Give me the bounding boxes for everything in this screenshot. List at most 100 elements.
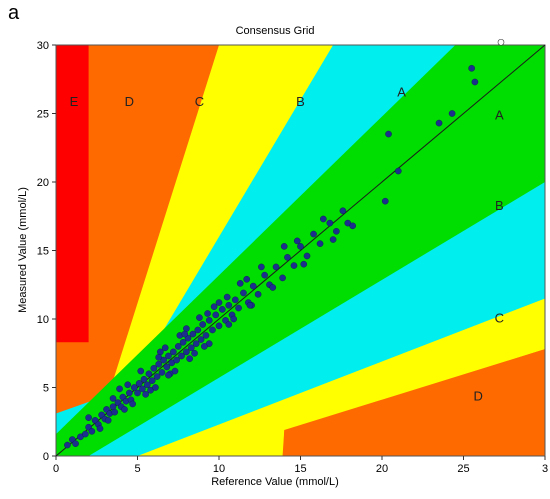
data-point [385, 130, 392, 138]
data-point [236, 280, 244, 287]
data-point [272, 263, 280, 271]
data-point [204, 310, 211, 317]
data-point [243, 275, 251, 283]
data-point [165, 352, 172, 360]
data-point [171, 367, 179, 375]
data-point [181, 330, 189, 338]
data-point [290, 262, 298, 269]
data-point [246, 301, 254, 309]
x-axis-label: Reference Value (mmol/L) [211, 476, 339, 488]
zone-label: E [70, 94, 79, 109]
data-point [223, 293, 231, 301]
data-point [137, 367, 145, 375]
data-point [284, 254, 291, 261]
data-point [225, 301, 233, 309]
data-point [183, 348, 190, 356]
data-point [209, 326, 216, 334]
zone-region [56, 45, 89, 343]
data-point [163, 363, 171, 371]
data-point [249, 282, 257, 290]
data-point [235, 304, 242, 312]
data-point [145, 370, 153, 378]
data-point [231, 296, 239, 304]
zone-label: B [495, 198, 504, 213]
y-tick-label: 30 [37, 40, 49, 52]
data-point [293, 237, 301, 245]
data-point [121, 406, 128, 413]
data-point [339, 207, 347, 215]
data-point [142, 391, 149, 398]
y-tick-label: 10 [37, 314, 49, 326]
data-point [130, 384, 138, 391]
data-point [215, 299, 223, 306]
data-point [174, 343, 182, 350]
x-tick-label: 10 [213, 463, 225, 475]
data-point [202, 332, 210, 339]
data-point [111, 408, 118, 416]
data-point [254, 291, 262, 298]
data-point [96, 425, 104, 432]
data-point [152, 384, 159, 391]
data-point [212, 311, 220, 319]
data-point [82, 430, 89, 438]
data-point [333, 228, 340, 235]
data-point [124, 381, 132, 389]
data-point [189, 330, 197, 338]
zone-region [284, 349, 545, 456]
data-point [230, 315, 237, 323]
data-point [104, 417, 112, 424]
data-point [448, 110, 456, 117]
x-tick-label: 5 [134, 463, 140, 475]
data-point [297, 243, 304, 250]
data-point [155, 360, 162, 368]
data-point [161, 344, 169, 352]
data-point [381, 197, 389, 205]
data-point [279, 274, 286, 282]
y-tick-label: 25 [37, 109, 49, 121]
data-point [150, 365, 158, 372]
x-tick-label: 0 [53, 463, 59, 475]
data-point [218, 306, 226, 313]
zone-label: D [125, 94, 134, 109]
data-point [187, 344, 195, 352]
data-point [196, 314, 203, 321]
data-point [280, 243, 288, 250]
data-point [316, 240, 324, 247]
data-point [116, 385, 123, 393]
zone-label: C [495, 310, 504, 325]
data-point [143, 381, 151, 389]
outlier-point [497, 38, 505, 46]
data-point [88, 428, 96, 435]
data-point [72, 440, 79, 447]
data-point [129, 400, 136, 408]
data-point [199, 321, 206, 328]
data-point [300, 260, 308, 268]
data-point [165, 371, 172, 379]
zone-region [56, 45, 219, 456]
data-point [468, 64, 475, 72]
y-tick-label: 5 [43, 383, 49, 395]
data-point [134, 389, 141, 397]
data-point [85, 414, 92, 421]
data-point [183, 325, 190, 332]
data-point [148, 377, 156, 384]
data-point [192, 340, 200, 347]
zone-label: C [195, 94, 204, 109]
data-point [269, 284, 277, 291]
data-point [178, 352, 185, 360]
data-point [394, 167, 402, 175]
x-tick-label: 15 [294, 463, 306, 475]
zone-label: D [473, 389, 482, 404]
data-point [155, 354, 162, 361]
data-point [310, 230, 317, 238]
data-point [303, 252, 311, 260]
data-point [139, 385, 146, 393]
panel-letter: a [8, 2, 20, 24]
data-point [349, 222, 356, 230]
data-point [170, 348, 177, 356]
zone-label: A [397, 84, 406, 99]
data-point [135, 380, 143, 387]
data-point [64, 441, 71, 449]
data-point [240, 289, 247, 297]
data-point [140, 375, 148, 383]
